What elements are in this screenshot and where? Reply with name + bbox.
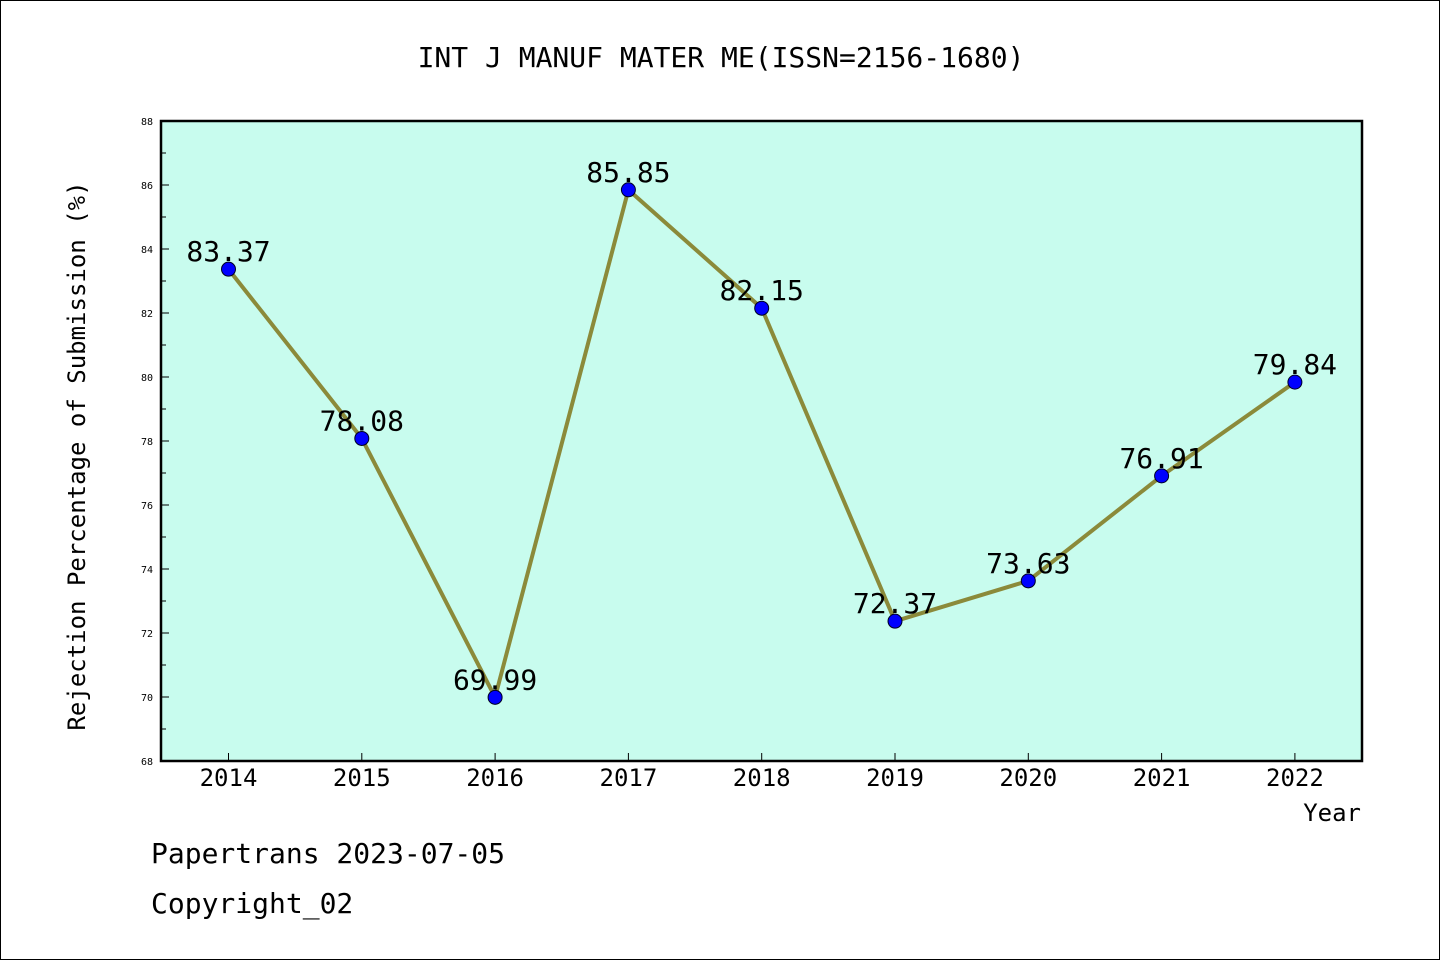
footer-date: Papertrans 2023-07-05 [151, 837, 506, 870]
x-axis-ticks: 2014 2015 2016 2017 2018 2019 2020 2021 2022 [200, 753, 1324, 792]
y-tick-label: 82 [141, 309, 153, 320]
x-tick-label: 2016 [466, 764, 524, 792]
data-point [354, 430, 370, 446]
y-tick-label: 76 [141, 501, 153, 512]
x-tick-label: 2020 [999, 764, 1057, 792]
y-tick-label: 74 [141, 565, 153, 576]
y-axis-label: Rejection Percentage of Submission (%) [63, 181, 91, 730]
data-label: 82.15 [720, 274, 804, 307]
data-point [1020, 573, 1036, 589]
plot-border [159, 119, 1364, 763]
y-tick-label: 78 [141, 437, 153, 448]
data-label: 83.37 [186, 235, 270, 268]
data-label: 69.99 [453, 663, 537, 696]
data-label: 76.91 [1119, 442, 1203, 475]
y-axis-ticks: 68 70 72 74 76 78 80 82 84 86 88 [141, 117, 169, 768]
x-tick-label: 2017 [600, 764, 658, 792]
data-point [221, 261, 236, 277]
data-point [887, 613, 903, 629]
y-tick-label: 86 [141, 181, 153, 192]
data-label: 78.08 [320, 404, 404, 437]
data-label: 85.85 [586, 156, 670, 189]
y-tick-label: 70 [141, 693, 153, 704]
x-axis-label: Year [1303, 799, 1361, 827]
x-tick-label: 2014 [200, 764, 258, 792]
footer-copyright: Copyright_02 [151, 887, 354, 920]
chart-title: INT J MANUF MATER ME(ISSN=2156-1680) [418, 41, 1025, 74]
x-tick-label: 2022 [1266, 764, 1324, 792]
y-tick-label: 80 [141, 373, 153, 384]
y-tick-label: 84 [141, 245, 153, 256]
data-point [620, 182, 636, 198]
data-point [1287, 374, 1303, 390]
data-label: 73.63 [986, 547, 1070, 580]
y-tick-label: 68 [141, 757, 153, 768]
x-tick-label: 2015 [333, 764, 391, 792]
x-tick-label: 2021 [1133, 764, 1191, 792]
data-point [1154, 468, 1170, 484]
data-point [754, 300, 770, 316]
y-tick-label: 72 [141, 629, 153, 640]
x-tick-label: 2018 [733, 764, 791, 792]
series-markers [221, 182, 1303, 705]
y-tick-label: 88 [141, 117, 153, 128]
data-label: 79.84 [1253, 348, 1337, 381]
x-tick-label: 2019 [866, 764, 924, 792]
data-label: 72.37 [853, 587, 937, 620]
data-labels: 83.37 78.08 69.99 85.85 82.15 72.37 73.63 76.91… [186, 156, 1337, 697]
data-point [487, 689, 503, 705]
